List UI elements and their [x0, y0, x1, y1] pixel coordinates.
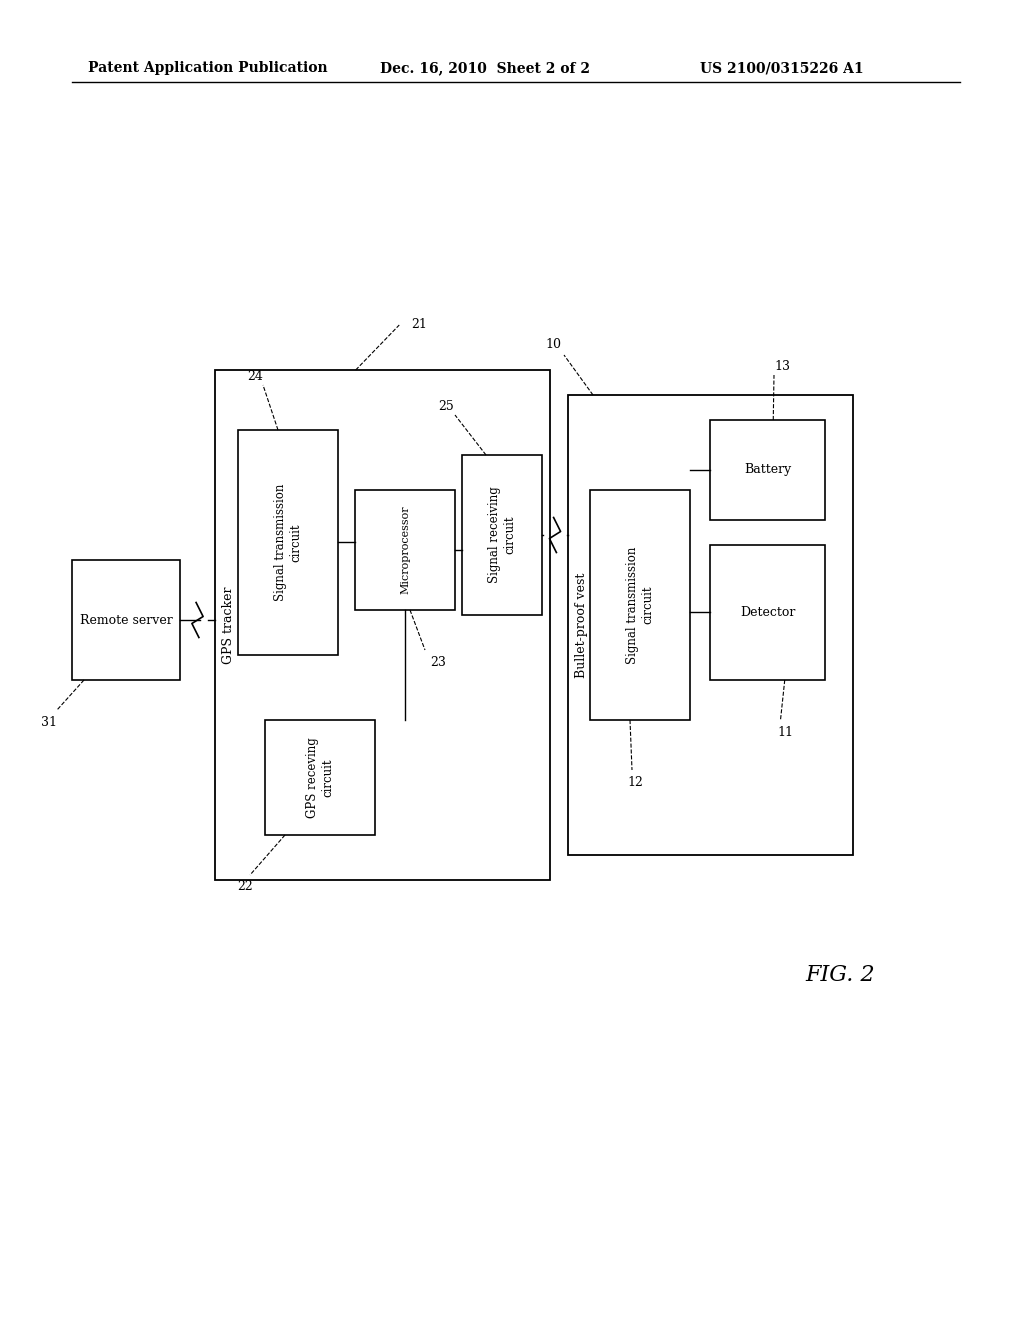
- Bar: [710, 545, 825, 680]
- Text: Remote server: Remote server: [80, 614, 172, 627]
- Text: 23: 23: [430, 656, 445, 668]
- Text: 21: 21: [412, 318, 427, 331]
- Bar: [355, 490, 455, 610]
- Text: Detector: Detector: [739, 606, 796, 619]
- Bar: [215, 370, 550, 880]
- Text: GPS tracker: GPS tracker: [221, 586, 234, 664]
- Bar: [462, 455, 542, 615]
- Text: Microprocessor: Microprocessor: [400, 506, 410, 594]
- Bar: [568, 395, 853, 855]
- Text: 12: 12: [627, 776, 643, 788]
- Bar: [590, 490, 690, 719]
- Bar: [265, 719, 375, 836]
- Bar: [72, 560, 180, 680]
- Text: Signal transmission
circuit: Signal transmission circuit: [626, 546, 654, 664]
- Text: Signal receiving
circuit: Signal receiving circuit: [488, 487, 516, 583]
- Text: 22: 22: [238, 880, 253, 894]
- Text: Bullet-proof vest: Bullet-proof vest: [574, 573, 588, 677]
- Text: US 2100/0315226 A1: US 2100/0315226 A1: [700, 61, 863, 75]
- Text: 10: 10: [545, 338, 561, 351]
- Bar: [710, 420, 825, 520]
- Text: GPS receving
circuit: GPS receving circuit: [306, 737, 334, 818]
- Text: 25: 25: [438, 400, 454, 413]
- Text: 31: 31: [41, 715, 57, 729]
- Text: 11: 11: [777, 726, 794, 738]
- Text: Battery: Battery: [743, 463, 792, 477]
- Bar: [238, 430, 338, 655]
- Text: Patent Application Publication: Patent Application Publication: [88, 61, 328, 75]
- Text: 24: 24: [247, 371, 263, 384]
- Text: FIG. 2: FIG. 2: [805, 964, 874, 986]
- Text: Signal transmission
circuit: Signal transmission circuit: [274, 484, 302, 601]
- Text: Dec. 16, 2010  Sheet 2 of 2: Dec. 16, 2010 Sheet 2 of 2: [380, 61, 590, 75]
- Text: 13: 13: [774, 360, 790, 374]
